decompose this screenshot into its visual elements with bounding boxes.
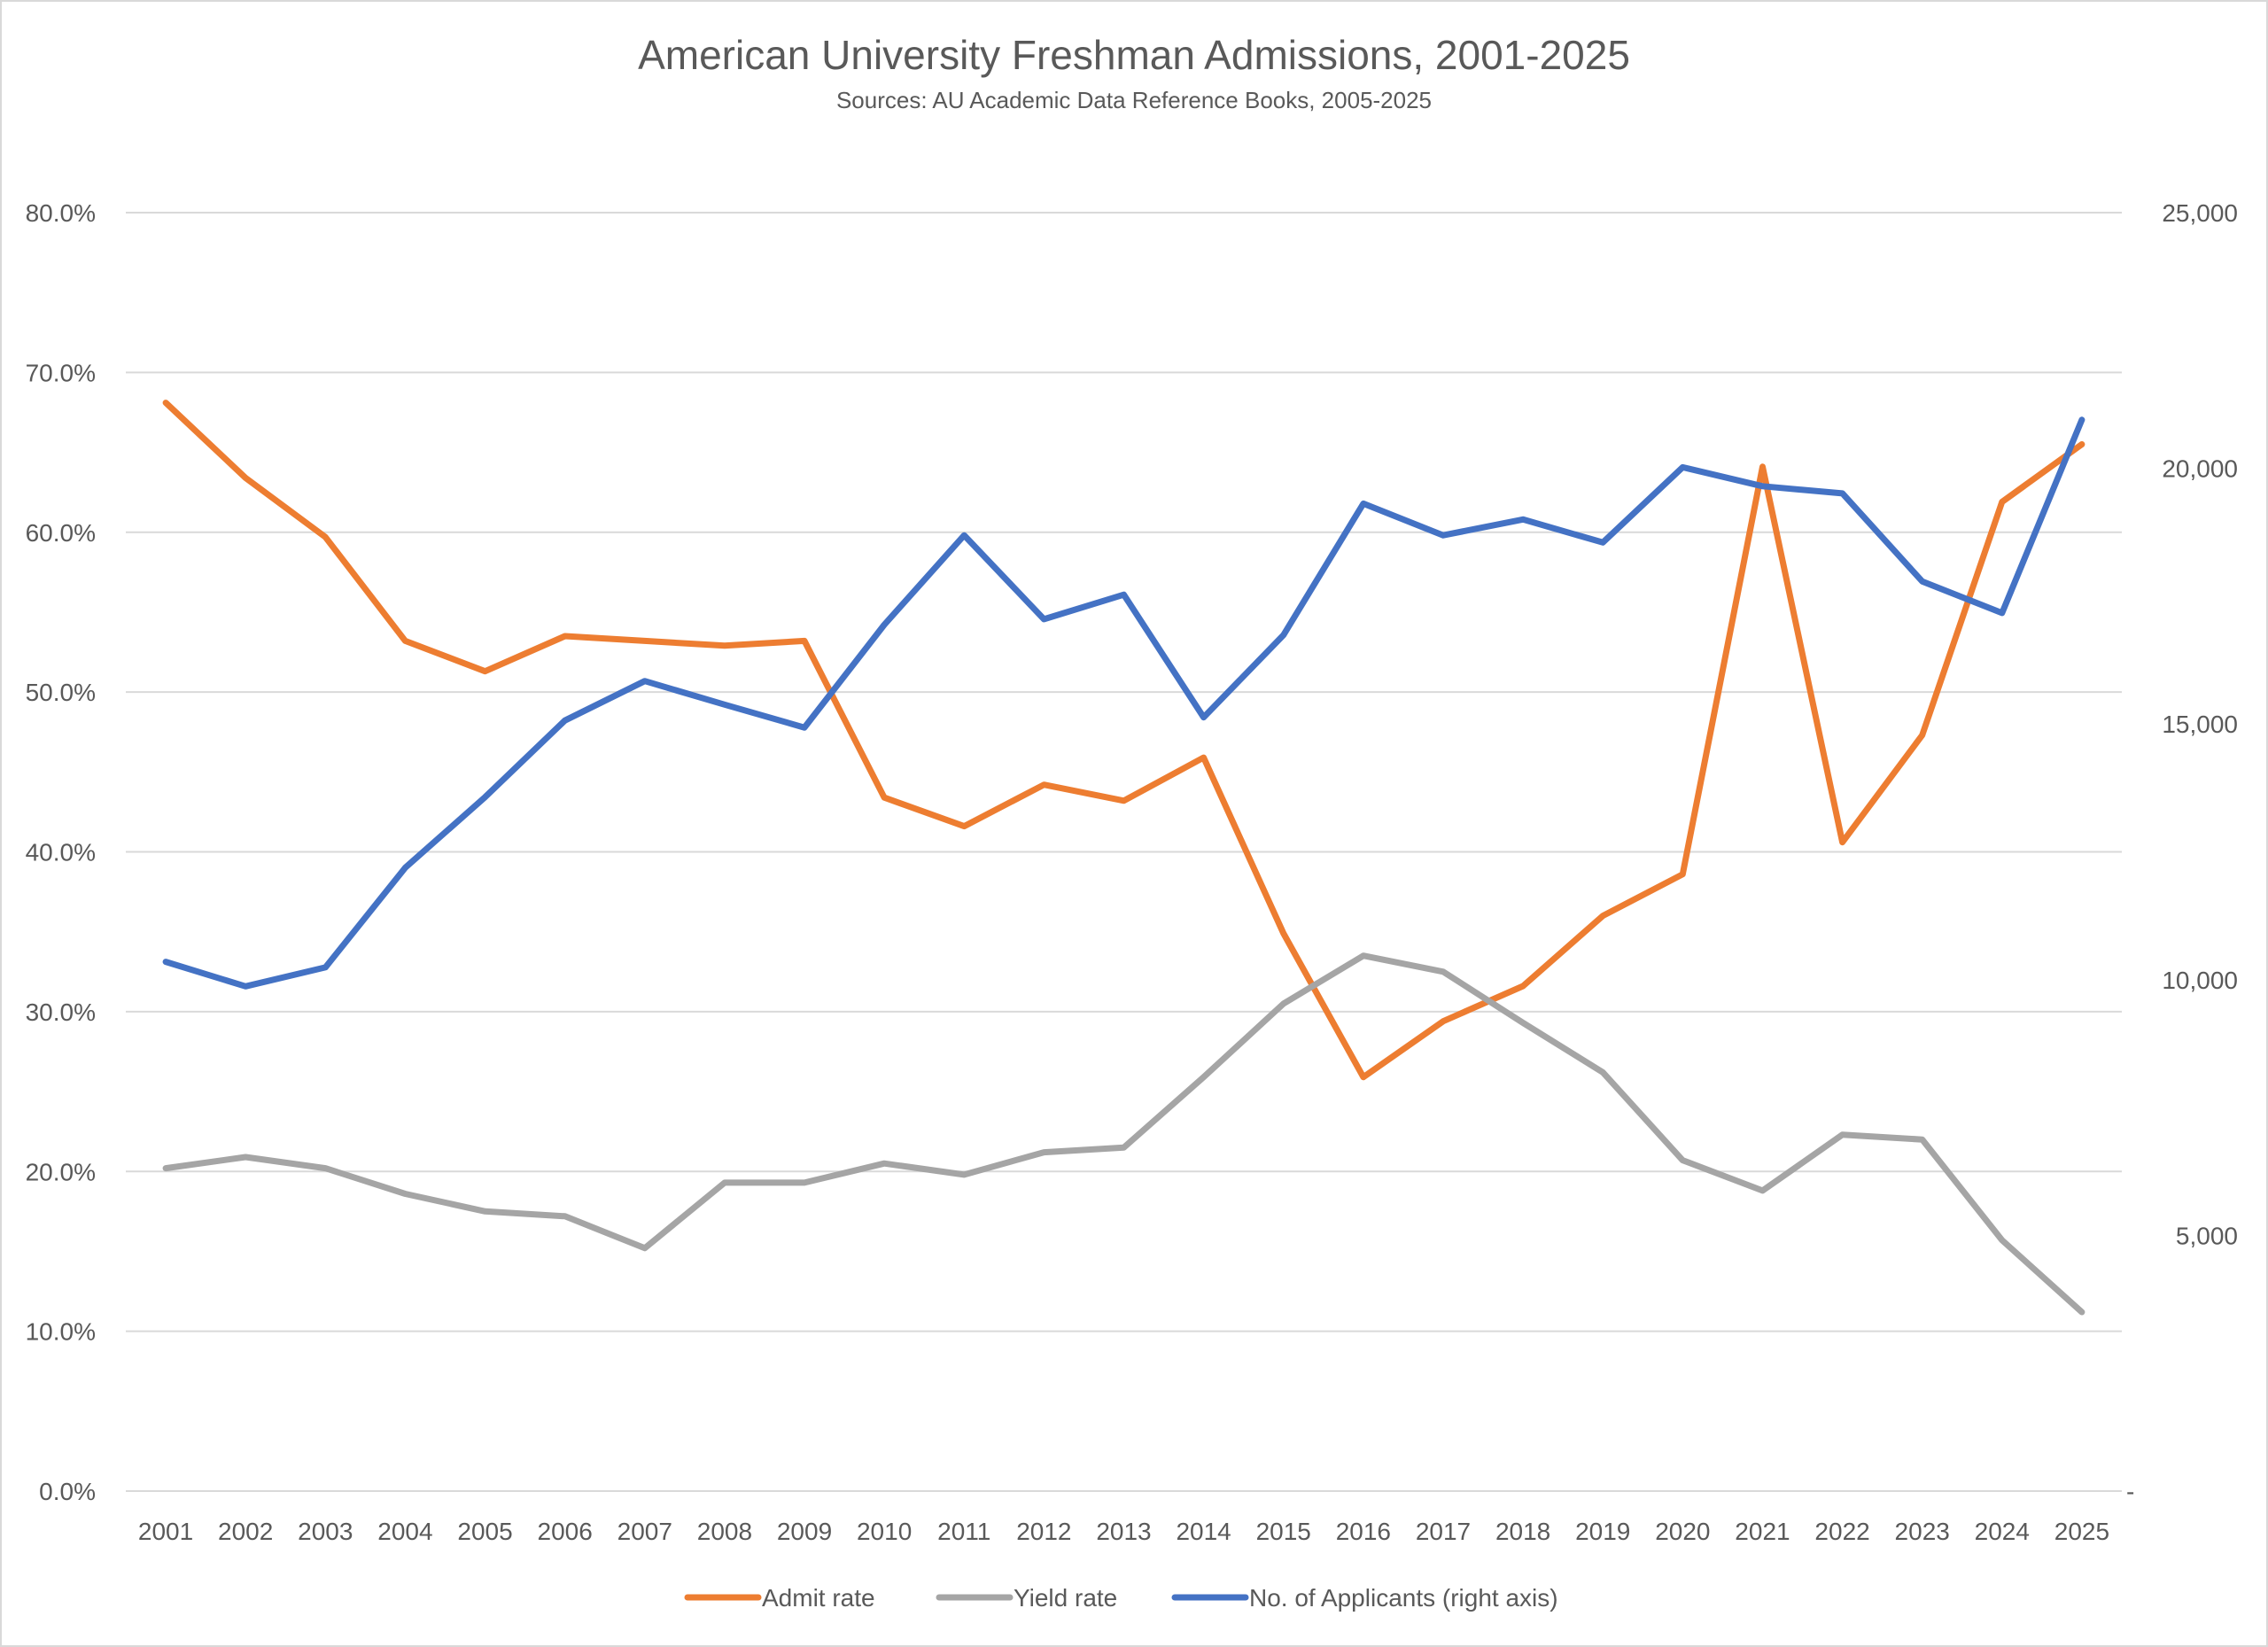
x-axis-tick-label: 2015	[1256, 1518, 1311, 1545]
x-axis-tick-label: 2025	[2054, 1518, 2109, 1545]
series-lines	[162, 400, 2085, 1316]
x-axis-tick-label: 2020	[1655, 1518, 1710, 1545]
x-axis-tick-label: 2012	[1016, 1518, 1071, 1545]
x-axis-tick-label: 2001	[138, 1518, 193, 1545]
x-axis-tick-label: 2009	[777, 1518, 832, 1545]
x-axis-tick-label: 2024	[1975, 1518, 2030, 1545]
x-axis-tick-label: 2007	[617, 1518, 672, 1545]
left-axis-tick-label: 40.0%	[26, 839, 96, 866]
chart-subtitle: Sources: AU Academic Data Reference Book…	[836, 87, 1432, 113]
x-axis-tick-label: 2005	[457, 1518, 512, 1545]
left-axis-tick-label: 0.0%	[39, 1478, 96, 1505]
left-axis-tick-label: 30.0%	[26, 998, 96, 1026]
x-axis-tick-label: 2021	[1735, 1518, 1790, 1545]
left-axis-tick-label: 80.0%	[26, 199, 96, 227]
x-axis-tick-label: 2002	[218, 1518, 273, 1545]
x-axis-tick-label: 2019	[1575, 1518, 1630, 1545]
x-axis-tick-label: 2016	[1336, 1518, 1391, 1545]
right-axis-tick-label: 15,000	[2162, 711, 2238, 738]
right-axis-tick-label: -	[2126, 1478, 2134, 1505]
right-axis-tick-label: 10,000	[2162, 967, 2238, 994]
x-axis-tick-label: 2014	[1176, 1518, 1231, 1545]
axis-ticks: 0.0% 10.0% 20.0% 30.0% 40.0% 50.0% 60.0% 70.0% 8…	[26, 199, 2238, 1545]
right-axis-tick-label: 25,000	[2162, 199, 2238, 227]
legend-label: No. of Applicants (right axis)	[1249, 1584, 1558, 1612]
left-axis-tick-label: 70.0%	[26, 359, 96, 386]
legend-label: Yield rate	[1014, 1584, 1117, 1612]
left-axis-tick-label: 60.0%	[26, 519, 96, 547]
x-axis-tick-label: 2006	[538, 1518, 593, 1545]
series-line-admit-rate	[162, 400, 2085, 1081]
series-line-no-of-applicants-right-axis	[162, 416, 2085, 990]
left-axis-tick-label: 50.0%	[26, 679, 96, 706]
x-axis-tick-label: 2017	[1416, 1518, 1471, 1545]
right-axis-tick-label: 5,000	[2176, 1222, 2238, 1249]
left-axis-tick-label: 20.0%	[26, 1158, 96, 1185]
right-axis-tick-label: 20,000	[2162, 455, 2238, 483]
x-axis-tick-label: 2011	[937, 1518, 990, 1545]
x-axis-tick-label: 2018	[1495, 1518, 1550, 1545]
series-line-yield-rate	[162, 952, 2085, 1316]
x-axis-tick-label: 2023	[1895, 1518, 1950, 1545]
chart-title: American University Freshman Admissions,…	[638, 32, 1630, 78]
legend: Admit rate Yield rate No. of Applicants (r…	[684, 1584, 1558, 1612]
left-axis-tick-label: 10.0%	[26, 1318, 96, 1346]
x-axis-tick-label: 2003	[298, 1518, 353, 1545]
x-axis-tick-label: 2008	[697, 1518, 752, 1545]
x-axis-tick-label: 2004	[377, 1518, 432, 1545]
x-axis-tick-label: 2013	[1096, 1518, 1151, 1545]
gridlines	[126, 212, 2122, 1492]
legend-label: Admit rate	[762, 1584, 875, 1612]
x-axis-tick-label: 2010	[857, 1518, 912, 1545]
x-axis-tick-label: 2022	[1814, 1518, 1869, 1545]
